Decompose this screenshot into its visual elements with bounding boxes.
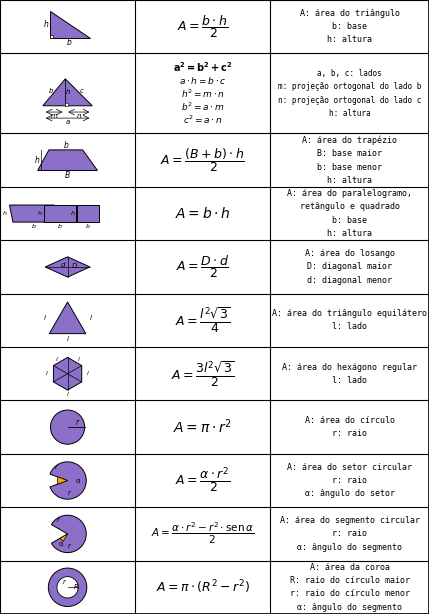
Text: b: b (58, 224, 62, 230)
Text: A: área do segmento circular
r: raio
α: ângulo do segmento: A: área do segmento circular r: raio α: … (280, 516, 420, 551)
Text: l: l (66, 392, 69, 397)
Polygon shape (49, 302, 86, 333)
Text: D: D (72, 263, 77, 269)
Text: $A = \dfrac{3l^2\sqrt{3}}{2}$: $A = \dfrac{3l^2\sqrt{3}}{2}$ (171, 359, 235, 389)
Text: A: área do triângulo equilátero
l: lado: A: área do triângulo equilátero l: lado (272, 309, 427, 332)
Text: l: l (56, 357, 58, 362)
Text: l: l (66, 336, 69, 343)
Text: r: r (62, 579, 65, 585)
Circle shape (48, 568, 87, 607)
Bar (50, 35, 53, 38)
Text: b: b (31, 224, 36, 230)
Text: α: α (59, 541, 63, 547)
Text: h: h (3, 211, 7, 216)
Text: α: α (76, 478, 80, 483)
Text: A: área do losango
D: diagonal maior
d: diagonal menor: A: área do losango D: diagonal maior d: … (305, 249, 395, 285)
Text: $c^2 = a \cdot n$: $c^2 = a \cdot n$ (183, 114, 223, 126)
Text: $A = \pi \cdot r^2$: $A = \pi \cdot r^2$ (173, 418, 232, 437)
Text: b: b (63, 141, 69, 150)
Polygon shape (43, 79, 92, 106)
Text: b: b (67, 39, 72, 47)
Polygon shape (44, 205, 76, 222)
Text: A: área do triângulo
b: base
h: altura: A: área do triângulo b: base h: altura (299, 9, 400, 44)
Text: A: área do trapézio
B: base maior
b: base menor
h: altura: A: área do trapézio B: base maior b: bas… (302, 136, 397, 185)
Text: h: h (66, 89, 71, 95)
Text: B: B (65, 171, 70, 180)
Polygon shape (38, 150, 97, 171)
Text: d: d (60, 262, 65, 268)
Text: $a \cdot h = b \cdot c$: $a \cdot h = b \cdot c$ (179, 74, 227, 85)
Text: n: n (76, 113, 81, 119)
Polygon shape (77, 205, 99, 222)
Polygon shape (50, 12, 90, 38)
Text: r: r (76, 418, 79, 427)
Text: h: h (71, 211, 75, 216)
Text: A: área do círculo
r: raio: A: área do círculo r: raio (305, 416, 395, 438)
Text: $h^2 = m \cdot n$: $h^2 = m \cdot n$ (181, 87, 225, 99)
Text: $A = \dfrac{D \cdot d}{2}$: $A = \dfrac{D \cdot d}{2}$ (176, 254, 229, 281)
Text: $A = \pi \cdot (R^2 - r^2)$: $A = \pi \cdot (R^2 - r^2)$ (156, 578, 250, 596)
Text: m: m (51, 113, 57, 119)
Text: a, b, c: lados
m: projeção ortogonal do lado b
n: projeção ortogonal do lado c
h: a, b, c: lados m: projeção ortogonal do … (278, 69, 421, 118)
Wedge shape (50, 462, 86, 499)
Text: r: r (68, 543, 71, 549)
Text: h: h (37, 211, 41, 216)
Text: b: b (49, 88, 54, 94)
Text: A: área do paralelogramo,
retângulo e quadrado
b: base
h: altura: A: área do paralelogramo, retângulo e qu… (287, 189, 412, 238)
Polygon shape (54, 357, 82, 390)
Text: l: l (44, 315, 46, 321)
Text: l: l (87, 371, 89, 376)
Text: l: l (89, 315, 91, 321)
Text: $A = \dfrac{\alpha \cdot r^2}{2}$: $A = \dfrac{\alpha \cdot r^2}{2}$ (175, 466, 230, 495)
Text: $A = \dfrac{l^2\sqrt{3}}{4}$: $A = \dfrac{l^2\sqrt{3}}{4}$ (175, 305, 231, 335)
Text: c: c (79, 88, 83, 94)
Wedge shape (60, 534, 68, 541)
Text: $A = \dfrac{b \cdot h}{2}$: $A = \dfrac{b \cdot h}{2}$ (177, 14, 228, 40)
Text: A: área do hexágono regular
l: lado: A: área do hexágono regular l: lado (282, 363, 417, 385)
Text: A: área da coroa
R: raio do círculo maior
r: raio do círculo menor
α: ângulo do : A: área da coroa R: raio do círculo maio… (290, 563, 410, 612)
Text: b: b (86, 224, 90, 230)
Text: h: h (35, 156, 40, 165)
Text: r: r (55, 464, 58, 470)
Wedge shape (57, 477, 68, 484)
Text: r: r (57, 517, 60, 523)
Polygon shape (9, 205, 57, 222)
Text: $A = \dfrac{(B+b) \cdot h}{2}$: $A = \dfrac{(B+b) \cdot h}{2}$ (160, 146, 245, 174)
Polygon shape (45, 257, 90, 277)
Circle shape (51, 410, 85, 444)
Text: r: r (68, 490, 71, 495)
Text: A: área do setor circular
r: raio
α: ângulo do setor: A: área do setor circular r: raio α: âng… (287, 463, 412, 498)
Text: $A = \dfrac{\alpha \cdot r^2 - r^2 \cdot \mathrm{sen}\,\alpha}{2}$: $A = \dfrac{\alpha \cdot r^2 - r^2 \cdot… (151, 521, 254, 546)
Text: $b^2 = a \cdot m$: $b^2 = a \cdot m$ (181, 101, 224, 113)
Text: $\mathbf{a^2 = b^2 + c^2}$: $\mathbf{a^2 = b^2 + c^2}$ (173, 60, 233, 74)
Text: R: R (74, 585, 79, 590)
Text: $A = b \cdot h$: $A = b \cdot h$ (175, 206, 230, 221)
Text: l: l (45, 371, 47, 376)
Bar (65, 103, 68, 106)
Text: a: a (66, 119, 69, 125)
Wedge shape (51, 515, 86, 553)
Circle shape (57, 577, 78, 598)
Text: h: h (44, 20, 49, 29)
Text: l: l (77, 357, 79, 362)
